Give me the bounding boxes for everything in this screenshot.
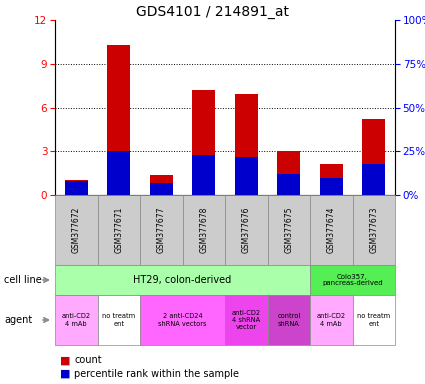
Text: ■: ■ xyxy=(60,369,70,379)
Bar xyxy=(150,175,173,195)
Text: anti-CD2
4 mAb: anti-CD2 4 mAb xyxy=(317,313,346,326)
Text: GSM377676: GSM377676 xyxy=(242,207,251,253)
Bar xyxy=(235,157,258,195)
Text: GSM377675: GSM377675 xyxy=(284,207,293,253)
Bar xyxy=(192,155,215,195)
Bar xyxy=(192,90,215,195)
Bar xyxy=(107,45,130,195)
Bar xyxy=(150,183,173,195)
Text: no treatm
ent: no treatm ent xyxy=(357,313,390,326)
Bar xyxy=(362,164,385,195)
Bar xyxy=(320,164,343,195)
Text: GSM377678: GSM377678 xyxy=(199,207,208,253)
Text: GSM377671: GSM377671 xyxy=(114,207,123,253)
Text: GSM377673: GSM377673 xyxy=(369,207,378,253)
Text: GSM377672: GSM377672 xyxy=(72,207,81,253)
Bar xyxy=(277,151,300,195)
Text: cell line: cell line xyxy=(4,275,42,285)
Text: control
shRNA: control shRNA xyxy=(277,313,300,326)
Bar xyxy=(362,119,385,195)
Text: anti-CD2
4 mAb: anti-CD2 4 mAb xyxy=(62,313,91,326)
Text: HT29, colon-derived: HT29, colon-derived xyxy=(133,275,232,285)
Text: GDS4101 / 214891_at: GDS4101 / 214891_at xyxy=(136,5,289,19)
Bar xyxy=(277,174,300,195)
Bar xyxy=(320,177,343,195)
Text: anti-CD2
4 shRNA
vector: anti-CD2 4 shRNA vector xyxy=(232,310,261,330)
Bar xyxy=(235,94,258,195)
Text: no treatm
ent: no treatm ent xyxy=(102,313,135,326)
Text: GSM377677: GSM377677 xyxy=(157,207,166,253)
Text: Colo357,
pancreas-derived: Colo357, pancreas-derived xyxy=(322,273,383,286)
Text: GSM377674: GSM377674 xyxy=(327,207,336,253)
Text: percentile rank within the sample: percentile rank within the sample xyxy=(74,369,239,379)
Text: 2 anti-CD24
shRNA vectors: 2 anti-CD24 shRNA vectors xyxy=(158,313,207,326)
Bar xyxy=(107,151,130,195)
Text: count: count xyxy=(74,355,102,365)
Bar xyxy=(65,180,88,195)
Text: agent: agent xyxy=(4,315,32,325)
Bar xyxy=(65,181,88,195)
Text: ■: ■ xyxy=(60,355,70,365)
